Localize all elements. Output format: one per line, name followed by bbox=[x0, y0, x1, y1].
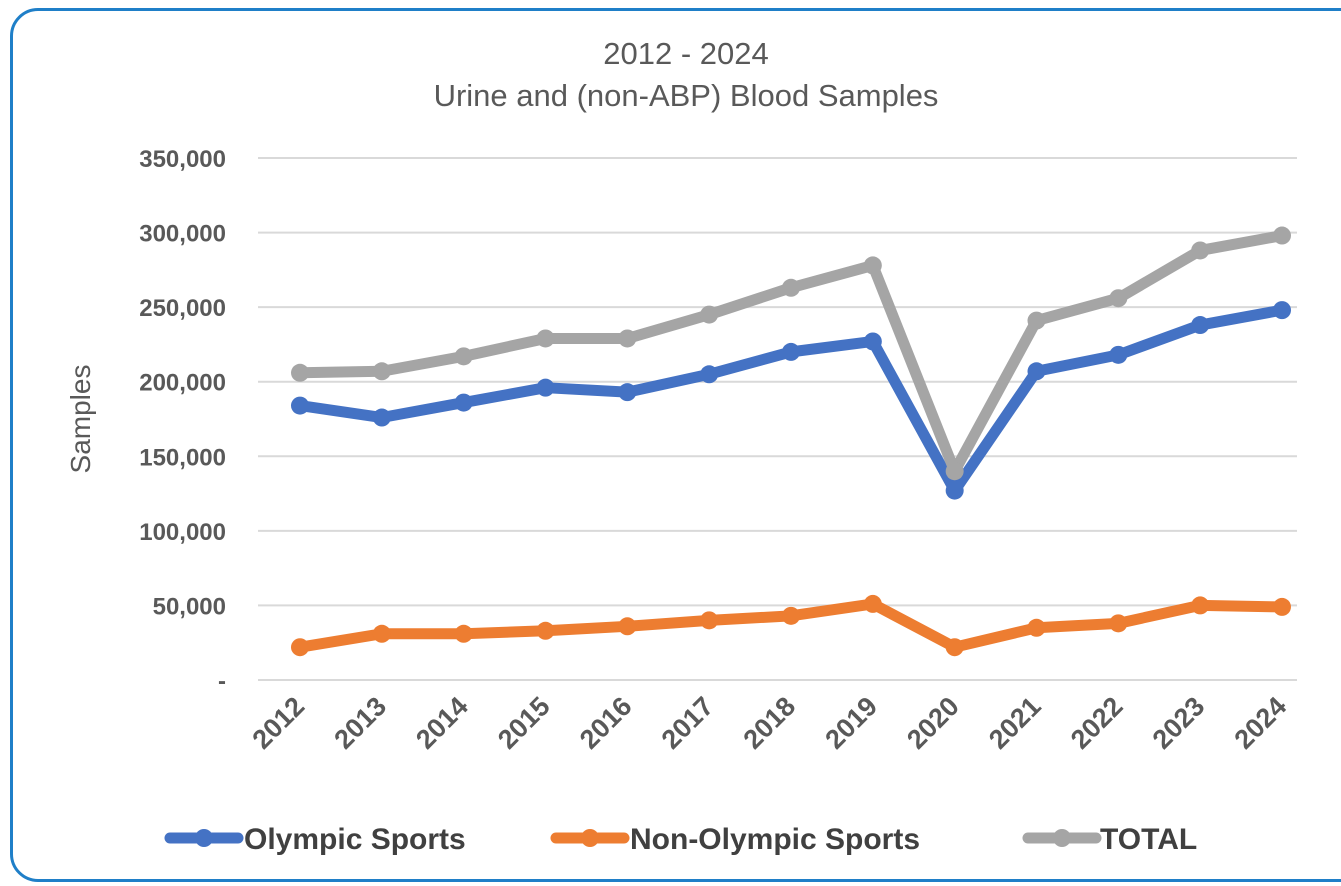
data-point bbox=[618, 329, 637, 348]
data-point bbox=[1109, 289, 1128, 308]
chart-border bbox=[10, 8, 1341, 882]
x-tick-label: 2022 bbox=[1065, 691, 1129, 755]
data-point bbox=[536, 621, 555, 640]
x-tick-label: 2021 bbox=[983, 691, 1047, 755]
data-point bbox=[700, 365, 719, 384]
y-tick-label: 300,000 bbox=[139, 221, 226, 248]
y-axis-label: Samples bbox=[65, 365, 96, 474]
data-point bbox=[782, 606, 800, 625]
series-lines bbox=[291, 226, 1291, 657]
data-point bbox=[863, 332, 882, 351]
data-point bbox=[1109, 614, 1128, 633]
x-tick-label: 2015 bbox=[492, 691, 556, 755]
legend-swatch-marker bbox=[1053, 829, 1071, 847]
data-point bbox=[1027, 311, 1046, 330]
x-tick-label: 2018 bbox=[738, 691, 802, 755]
data-point bbox=[291, 638, 309, 657]
data-point bbox=[1273, 597, 1291, 616]
chart-subtitle: Urine and (non-ABP) Blood Samples bbox=[434, 78, 939, 113]
legend-label: Non-Olympic Sports bbox=[630, 823, 920, 856]
data-point bbox=[700, 305, 719, 324]
legend-label: Olympic Sports bbox=[244, 823, 466, 856]
y-axis-ticks: - 50,000 100,000 150,000 200,000 250,000 300,0… bbox=[139, 146, 226, 695]
legend: Olympic Sports Non-Olympic Sports TOTAL bbox=[164, 823, 1197, 856]
x-tick-label: 2012 bbox=[247, 691, 311, 755]
y-tick-label: 100,000 bbox=[139, 519, 226, 546]
legend-item: Non-Olympic Sports bbox=[550, 823, 920, 856]
data-point bbox=[618, 617, 637, 636]
x-tick-label: 2020 bbox=[901, 691, 965, 755]
legend-swatch-marker bbox=[581, 829, 599, 847]
data-point bbox=[372, 624, 391, 643]
data-point bbox=[782, 278, 800, 297]
data-point bbox=[945, 638, 964, 657]
series-olympic-sports bbox=[291, 301, 1291, 500]
x-tick-label: 2024 bbox=[1229, 691, 1293, 755]
data-point bbox=[372, 408, 391, 427]
data-point bbox=[863, 256, 882, 275]
data-point bbox=[1191, 316, 1210, 335]
data-point bbox=[536, 378, 555, 397]
legend-item: TOTAL bbox=[1022, 823, 1197, 856]
data-point bbox=[1109, 345, 1128, 364]
data-point bbox=[454, 347, 473, 366]
data-point bbox=[945, 481, 964, 500]
x-axis-ticks: 2012 2013 2014 2015 2016 2017 2018 2019 2020 2021… bbox=[247, 691, 1293, 755]
series-total bbox=[291, 226, 1291, 481]
data-point bbox=[945, 462, 964, 481]
data-point bbox=[536, 329, 555, 348]
series-non-olympic-sports bbox=[291, 594, 1291, 657]
data-point bbox=[372, 362, 391, 381]
x-tick-label: 2014 bbox=[410, 691, 474, 755]
y-tick-label: 250,000 bbox=[139, 295, 226, 322]
data-point bbox=[782, 342, 800, 361]
data-point bbox=[1191, 596, 1210, 615]
chart-title: 2012 - 2024 bbox=[603, 36, 768, 71]
x-tick-label: 2023 bbox=[1147, 691, 1211, 755]
x-tick-label: 2019 bbox=[819, 691, 883, 755]
y-tick-label: 150,000 bbox=[139, 444, 226, 471]
data-point bbox=[863, 594, 882, 613]
y-tick-label: 50,000 bbox=[153, 593, 226, 620]
data-point bbox=[291, 363, 309, 382]
y-tick-label: 350,000 bbox=[139, 146, 226, 173]
gridlines bbox=[258, 157, 1297, 681]
y-tick-label: 200,000 bbox=[139, 370, 226, 397]
data-point bbox=[700, 611, 719, 630]
legend-item: Olympic Sports bbox=[164, 823, 466, 856]
data-point bbox=[454, 393, 473, 412]
x-tick-label: 2016 bbox=[574, 691, 638, 755]
data-point bbox=[1027, 362, 1046, 381]
data-point bbox=[291, 396, 309, 415]
x-tick-label: 2013 bbox=[328, 691, 392, 755]
data-point bbox=[1273, 226, 1291, 245]
x-tick-label: 2017 bbox=[656, 691, 720, 755]
y-tick-label: - bbox=[218, 668, 226, 695]
legend-label: TOTAL bbox=[1100, 823, 1197, 856]
data-point bbox=[1191, 241, 1210, 260]
data-point bbox=[1273, 301, 1291, 320]
data-point bbox=[618, 383, 637, 402]
data-point bbox=[454, 624, 473, 643]
data-point bbox=[1027, 618, 1046, 637]
series-line bbox=[294, 304, 1288, 497]
legend-swatch-marker bbox=[195, 829, 213, 847]
